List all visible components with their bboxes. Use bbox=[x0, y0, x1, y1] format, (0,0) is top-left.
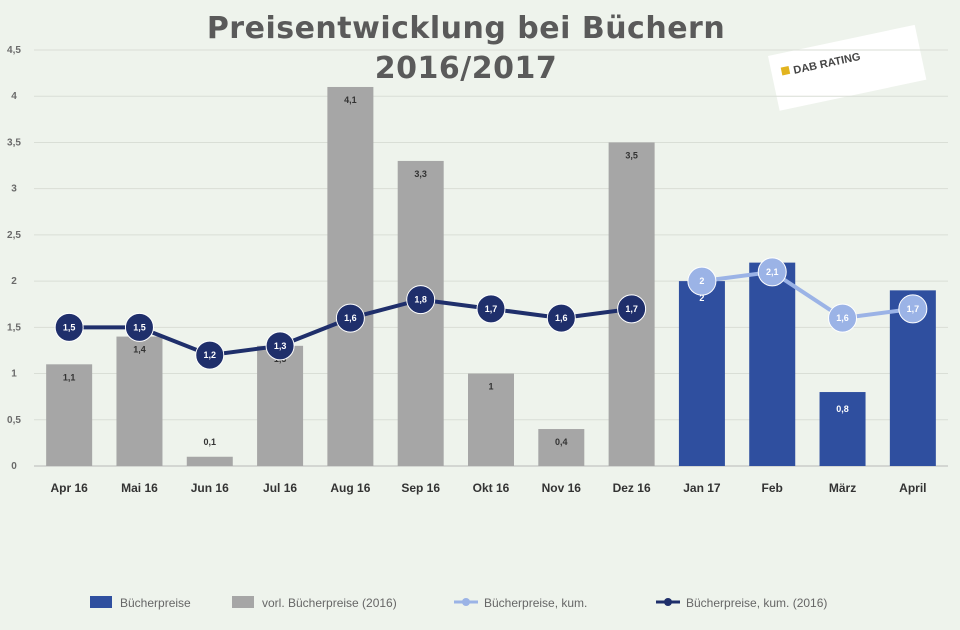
line-point-1-0 bbox=[54, 312, 84, 342]
line-label-1-2: 1,2 bbox=[204, 350, 217, 360]
line-point-0-12 bbox=[898, 294, 928, 324]
bar-1-2 bbox=[186, 456, 233, 466]
chart-title-line-1: Preisentwicklung bei Büchern bbox=[207, 11, 725, 46]
line-label-0-11: 1,6 bbox=[836, 313, 849, 323]
line-0 bbox=[701, 269, 914, 321]
lines-layer: 2 2,1 1,6 1,7 1,5 1,5 1,2 1,3 1,6 1,8 1,7 1,6 1,7 bbox=[54, 257, 928, 370]
line-label-1-5: 1,8 bbox=[414, 295, 427, 305]
line-point-1-4 bbox=[335, 303, 365, 333]
line-point-1-7 bbox=[546, 303, 576, 333]
line-point-1-6 bbox=[476, 294, 506, 324]
line-point-1-3 bbox=[265, 331, 295, 361]
y-tick-label-4: 2 bbox=[11, 276, 17, 287]
bar-0-10 bbox=[749, 262, 796, 466]
bar-label-1-6: 1 bbox=[488, 382, 493, 392]
bar-label-0-11: 0,8 bbox=[836, 404, 849, 414]
line-point-0-11 bbox=[828, 303, 858, 333]
line-label-1-4: 1,6 bbox=[344, 313, 357, 323]
y-tick-label-1: 0,5 bbox=[7, 415, 21, 426]
line-point-0-10 bbox=[757, 257, 787, 287]
y-tick-label-6: 3 bbox=[11, 184, 17, 195]
line-label-1-1: 1,5 bbox=[133, 322, 146, 332]
line-point-0-9 bbox=[687, 266, 717, 296]
y-tick-label-2: 1 bbox=[11, 369, 17, 380]
x-tick-label-5: Sep 16 bbox=[401, 481, 440, 495]
x-tick-label-4: Aug 16 bbox=[330, 481, 370, 495]
legend-label-2: Bücherpreise, kum. bbox=[484, 596, 587, 610]
legend-label-1: vorl. Bücherpreise (2016) bbox=[262, 596, 397, 610]
chart-title-line-2: 2016/2017 bbox=[375, 51, 557, 86]
logo: DAB RATING bbox=[768, 24, 927, 111]
bar-label-1-0: 1,1 bbox=[63, 372, 76, 382]
bar-1-1 bbox=[116, 336, 163, 466]
legend-label-3: Bücherpreise, kum. (2016) bbox=[686, 596, 827, 610]
y-tick-label-8: 4 bbox=[11, 91, 17, 102]
logo-mark bbox=[780, 65, 791, 76]
x-tick-label-3: Jul 16 bbox=[263, 481, 297, 495]
legend-swatch-0 bbox=[90, 596, 112, 608]
bar-label-1-8: 3,5 bbox=[625, 150, 638, 160]
y-tick-label-0: 0 bbox=[11, 461, 17, 472]
line-label-1-6: 1,7 bbox=[485, 304, 498, 314]
x-axis: Apr 16 Mai 16 Jun 16 Jul 16 Aug 16 Sep 16 Okt … bbox=[50, 481, 926, 495]
line-point-1-2 bbox=[195, 340, 225, 370]
line-point-1-5 bbox=[406, 285, 436, 315]
x-tick-label-8: Dez 16 bbox=[613, 481, 651, 495]
bars-layer: 22,20,81,91,11,40,11,34,13,310,43,5 bbox=[46, 86, 936, 466]
x-tick-label-0: Apr 16 bbox=[50, 481, 88, 495]
x-tick-label-7: Nov 16 bbox=[542, 481, 582, 495]
line-label-0-12: 1,7 bbox=[907, 304, 920, 314]
bar-label-1-5: 3,3 bbox=[414, 169, 427, 179]
line-label-1-0: 1,5 bbox=[63, 322, 76, 332]
bar-0-9 bbox=[678, 281, 725, 466]
line-label-1-3: 1,3 bbox=[274, 341, 287, 351]
legend-marker-2 bbox=[462, 598, 470, 606]
bar-1-3 bbox=[257, 345, 304, 466]
bar-label-0-9: 2 bbox=[699, 293, 704, 303]
y-axis: 0 0,5 1 1,5 2 2,5 3 3,5 4 4,5 bbox=[7, 45, 21, 472]
x-tick-label-6: Okt 16 bbox=[473, 481, 510, 495]
x-tick-label-12: April bbox=[899, 481, 926, 495]
legend-swatch-1 bbox=[232, 596, 254, 608]
bar-label-1-2: 0,1 bbox=[204, 437, 217, 447]
legend: Bücherpreise vorl. Bücherpreise (2016) Büc… bbox=[90, 596, 827, 610]
line-point-1-1 bbox=[124, 312, 154, 342]
bar-label-1-4: 4,1 bbox=[344, 95, 357, 105]
line-point-1-8 bbox=[617, 294, 647, 324]
y-tick-label-7: 3,5 bbox=[7, 137, 21, 148]
line-label-0-10: 2,1 bbox=[766, 267, 779, 277]
x-tick-label-9: Jan 17 bbox=[683, 481, 721, 495]
legend-label-0: Bücherpreise bbox=[120, 596, 191, 610]
bar-1-0 bbox=[46, 364, 93, 466]
line-label-1-8: 1,7 bbox=[625, 304, 638, 314]
x-tick-label-11: März bbox=[829, 481, 856, 495]
bar-label-1-1: 1,4 bbox=[133, 345, 146, 355]
bar-1-4 bbox=[327, 86, 374, 466]
legend-marker-3 bbox=[664, 598, 672, 606]
line-label-0-9: 2 bbox=[699, 276, 704, 286]
y-tick-label-5: 2,5 bbox=[7, 230, 21, 241]
bar-1-6 bbox=[468, 373, 514, 466]
x-tick-label-1: Mai 16 bbox=[121, 481, 158, 495]
y-tick-label-3: 1,5 bbox=[7, 322, 21, 333]
x-tick-label-2: Jun 16 bbox=[191, 481, 229, 495]
bar-0-11 bbox=[819, 392, 866, 466]
bar-label-1-7: 0,4 bbox=[555, 437, 568, 447]
logo-card bbox=[768, 24, 927, 111]
x-tick-label-10: Feb bbox=[762, 481, 783, 495]
bar-1-7 bbox=[538, 429, 585, 466]
y-tick-label-9: 4,5 bbox=[7, 45, 21, 56]
line-label-1-7: 1,6 bbox=[555, 313, 568, 323]
